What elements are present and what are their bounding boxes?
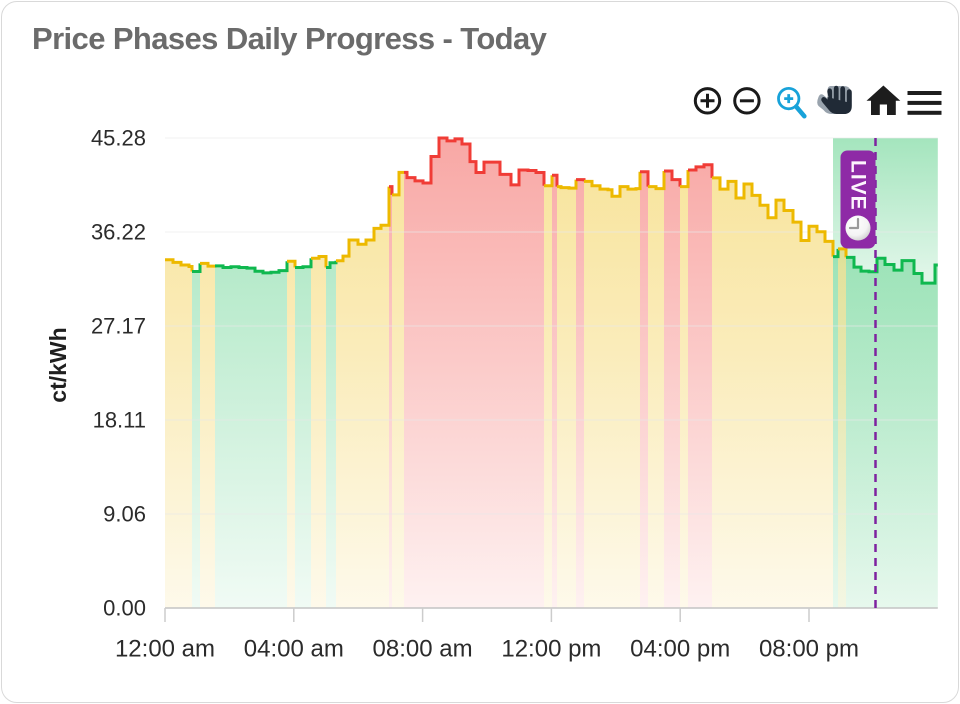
svg-text:0.00: 0.00 (103, 596, 146, 621)
svg-text:9.06: 9.06 (103, 502, 146, 527)
svg-text:12:00 am: 12:00 am (115, 636, 215, 663)
svg-text:04:00 am: 04:00 am (244, 636, 344, 663)
svg-text:08:00 pm: 08:00 pm (759, 636, 859, 663)
svg-text:LIVE: LIVE (847, 160, 870, 211)
svg-text:ct/kWh: ct/kWh (45, 327, 71, 402)
svg-text:08:00 am: 08:00 am (373, 636, 473, 663)
svg-text:36.22: 36.22 (91, 220, 146, 245)
svg-text:12:00 pm: 12:00 pm (501, 636, 601, 663)
svg-text:27.17: 27.17 (91, 314, 146, 339)
svg-text:04:00 pm: 04:00 pm (630, 636, 730, 663)
svg-text:18.11: 18.11 (93, 408, 146, 433)
svg-text:45.28: 45.28 (91, 126, 146, 151)
